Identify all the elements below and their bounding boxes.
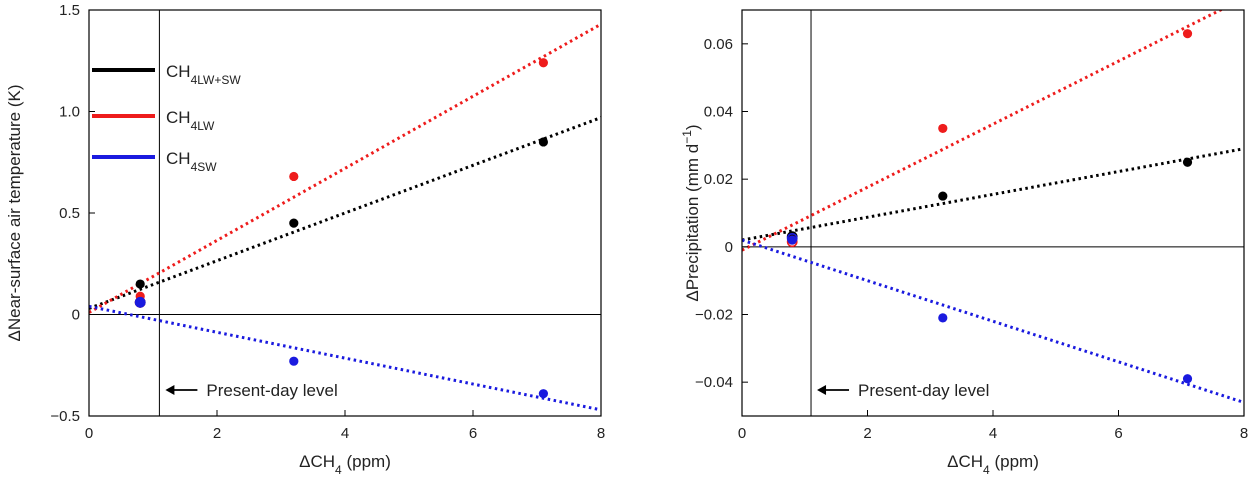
y-axis-label: ΔPrecipitation (mm d−1): [680, 124, 702, 301]
data-point-ch4lw-sw: [938, 191, 948, 201]
y-tick-label: 0.5: [59, 205, 80, 222]
annotation-present-day: Present-day level: [858, 381, 989, 400]
open-marker-ch4sw: [134, 296, 146, 308]
x-tick-label: 4: [989, 425, 997, 442]
data-point-ch4lw-sw: [1182, 157, 1193, 167]
x-tick-label: 6: [1114, 425, 1122, 442]
legend-label-ch4lw: CH4LW: [166, 108, 215, 133]
x-tick-label: 2: [213, 425, 221, 442]
axes-frame: [741, 9, 1245, 417]
annotation-present-day: Present-day level: [206, 381, 337, 400]
y-tick-label: −0.5: [50, 408, 80, 425]
x-tick-label: 6: [469, 425, 477, 442]
y-axis-label: ΔNear-surface air temperature (K): [5, 85, 24, 342]
legend-label-ch4lw-sw: CH4LW+SW: [166, 62, 241, 87]
data-point-ch4lw: [938, 123, 948, 134]
fit-line-ch4sw: [89, 304, 601, 412]
fit-line-ch4lw-sw: [89, 116, 601, 310]
y-tick-label: −0.02: [695, 307, 733, 324]
data-point-ch4lw-sw: [135, 279, 145, 289]
y-tick-label: 0.06: [704, 36, 733, 53]
x-tick-label: 2: [863, 425, 871, 442]
data-point-ch4lw: [538, 58, 549, 68]
x-axis-label: ΔCH4 (ppm): [299, 452, 391, 477]
y-tick-label: 0: [725, 239, 733, 256]
fit-line-ch4sw: [742, 238, 1244, 404]
y-tick-label: 1.0: [59, 104, 80, 121]
data-point-ch4sw: [1182, 374, 1193, 384]
data-point-ch4sw: [938, 313, 948, 323]
y-tick-label: 0: [72, 307, 80, 324]
fit-line-ch4lw-sw: [742, 147, 1244, 242]
x-tick-label: 4: [341, 425, 349, 442]
x-tick-label: 0: [85, 425, 93, 442]
data-point-ch4sw: [289, 356, 299, 366]
data-point-ch4sw: [538, 389, 549, 399]
data-point-ch4lw-sw: [289, 218, 299, 228]
y-tick-label: 1.5: [59, 2, 80, 19]
x-tick-label: 8: [597, 425, 605, 442]
x-tick-label: 8: [1240, 425, 1248, 442]
x-tick-label: 0: [738, 425, 746, 442]
data-point-ch4lw: [1182, 29, 1193, 39]
data-point-ch4lw: [289, 171, 299, 182]
legend-label-ch4sw: CH4SW: [166, 149, 217, 174]
data-point-ch4sw: [135, 297, 145, 307]
data-point-ch4lw-sw: [538, 137, 549, 147]
annotation-arrow-head: [165, 385, 175, 395]
y-tick-label: 0.04: [704, 104, 733, 121]
panel-temperature: 0 2 4 6 8 −0.5 0 0.5 1.0 1.5 ΔCH4 (ppm) ΔNear-surfa…: [5, 2, 605, 477]
y-tick-label: 0.02: [704, 171, 733, 188]
fit-line-ch4lw: [742, 10, 1224, 252]
fit-line-ch4lw: [89, 22, 601, 314]
open-marker-ch4sw: [786, 232, 798, 244]
y-tick-label: −0.04: [695, 374, 733, 391]
x-axis-label: ΔCH4 (ppm): [947, 452, 1039, 477]
panel-precipitation: 0 2 4 6 8 −0.04 −0.02 0 0.02 0.04 0.06 ΔCH4 (ppm) ΔP…: [680, 9, 1248, 477]
annotation-arrow-head: [817, 385, 827, 395]
